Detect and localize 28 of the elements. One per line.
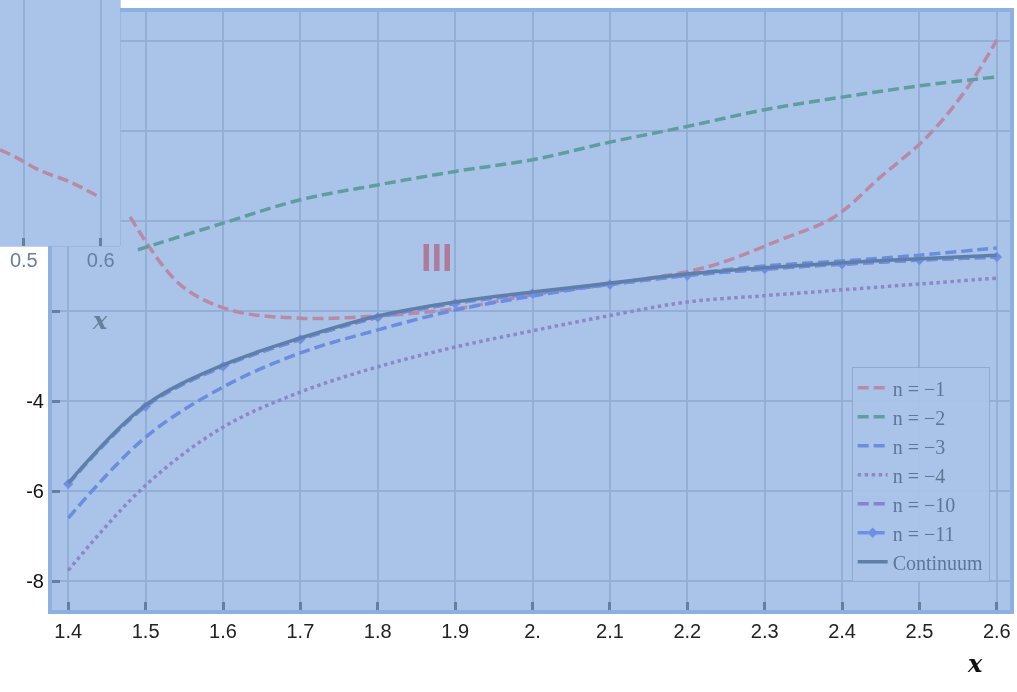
legend-label: n = −11	[892, 522, 955, 545]
x-tick-label: 2.5	[905, 620, 934, 642]
x-tick-label: 1.5	[131, 620, 160, 642]
x-tick-label: 1.6	[209, 620, 237, 642]
y-tick-label: -6	[26, 480, 44, 503]
y-tick-label: -8	[26, 570, 44, 593]
x-tick-label: 2.1	[596, 620, 624, 642]
annotation: III	[421, 237, 453, 279]
x-tick-label: 2.6	[982, 620, 1011, 642]
x-axis-title: x	[92, 306, 108, 335]
x-tick-label: 1.9	[441, 620, 470, 642]
x-tick-label: 0.6	[86, 249, 115, 271]
legend-label: n = −10	[892, 493, 956, 516]
legend-label: n = −3	[892, 435, 946, 458]
legend-label: Continuum	[892, 551, 984, 574]
x-tick-label: 1.8	[363, 620, 392, 642]
legend-label: n = −2	[892, 406, 946, 429]
x-tick-label: 2.2	[673, 620, 702, 642]
x-tick-label: 2.3	[750, 620, 779, 642]
x-tick-label: 1.4	[54, 620, 83, 642]
legend-label: n = −1	[892, 377, 946, 400]
x-axis-title: x	[967, 649, 983, 678]
x-tick-label: 0.5	[9, 249, 38, 271]
x-tick-label: 1.7	[286, 620, 315, 642]
x-tick-label: 2.	[524, 620, 541, 642]
legend-label: n = −4	[892, 464, 946, 487]
x-tick-label: 2.4	[828, 620, 856, 642]
y-tick-label: -4	[26, 390, 44, 413]
